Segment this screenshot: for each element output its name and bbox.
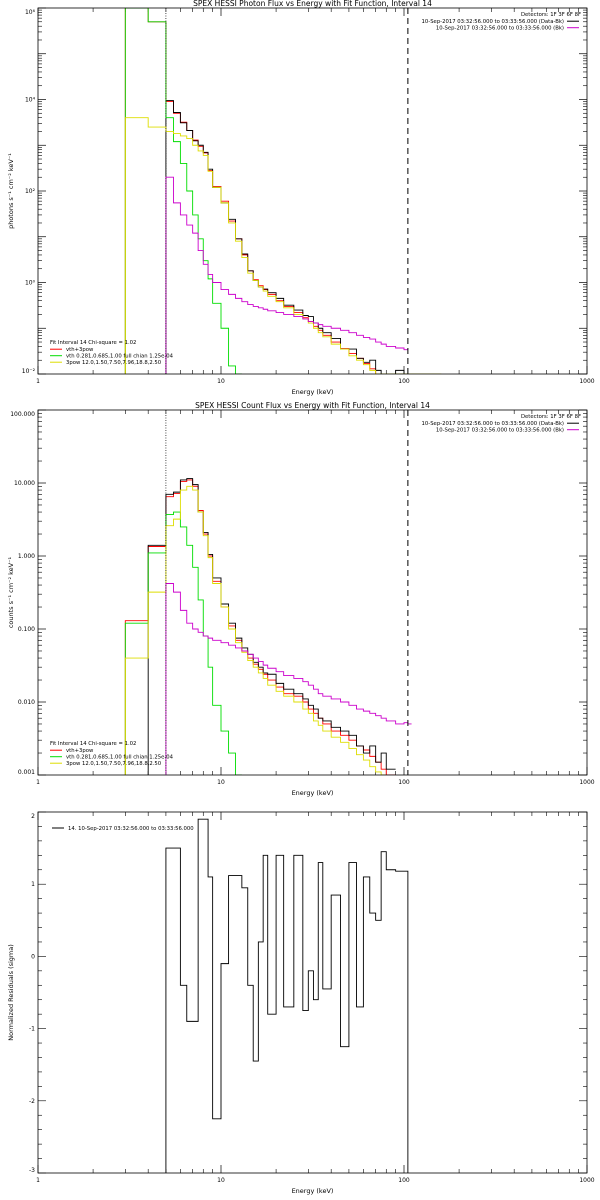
legend-entry: vth+3pow bbox=[66, 347, 94, 353]
plot-series bbox=[124, 478, 412, 775]
x-tick-label: 1 bbox=[36, 779, 40, 786]
x-tick-label: 10 bbox=[217, 1177, 225, 1184]
series-line-bk bbox=[165, 176, 408, 374]
x-tick-label: 1000 bbox=[579, 779, 594, 786]
x-tick-label: 10 bbox=[217, 779, 225, 786]
legend-entry: 3pow 12.0,1.50,7.50,7.96,18.8,2.50 bbox=[66, 761, 162, 767]
legend-entry: 3pow 12.0,1.50,7.50,7.96,18.8,2.50 bbox=[66, 360, 162, 366]
detectors-label: Detectors: 1F 3F 6F 8F bbox=[521, 12, 581, 18]
y-axis-label: photons s⁻¹ cm⁻² keV⁻¹ bbox=[7, 153, 15, 229]
y-axis-label: counts s⁻¹ cm⁻² keV⁻¹ bbox=[7, 556, 15, 628]
legend-entry: 10-Sep-2017 03:32:56.000 to 03:33:56.000… bbox=[422, 19, 564, 25]
series-line-3pow bbox=[124, 485, 387, 775]
y-tick-label: 10.000 bbox=[14, 480, 35, 487]
y-tick-label: -2 bbox=[29, 1098, 35, 1105]
y-tick-label: 0.010 bbox=[18, 699, 35, 706]
plot-frame bbox=[37, 409, 588, 776]
plot-series bbox=[165, 818, 409, 1173]
x-tick-label: 100 bbox=[398, 1177, 410, 1184]
y-tick-label: -1 bbox=[29, 1026, 35, 1033]
y-axis-label: Normalized Residuals (sigma) bbox=[7, 944, 15, 1041]
series-line-bk bbox=[165, 583, 412, 775]
plot-series bbox=[124, 8, 442, 374]
x-tick-label: 1 bbox=[36, 1177, 40, 1184]
x-axis-label: Energy (keV) bbox=[292, 388, 334, 396]
legend-entry: 10-Sep-2017 03:32:56.000 to 03:33:56.000… bbox=[422, 421, 564, 427]
y-tick-label: 10⁰ bbox=[25, 280, 36, 287]
y-tick-label: 10² bbox=[25, 188, 36, 195]
chart-title: SPEX HESSI Photon Flux vs Energy with Fi… bbox=[193, 0, 432, 8]
legend-entry: 10-Sep-2017 03:32:56.000 to 03:33:56.000… bbox=[436, 26, 564, 32]
x-axis-label: Energy (keV) bbox=[292, 789, 334, 797]
y-tick-label: 1 bbox=[31, 881, 35, 888]
y-tick-label: 0.001 bbox=[18, 769, 35, 776]
y-tick-label: 0.100 bbox=[18, 626, 35, 633]
series-line-residuals bbox=[165, 818, 409, 1173]
legend-entry: vth 0.281,0.685,1.00 full chian 1.25e-04 bbox=[66, 354, 174, 360]
x-tick-label: 100 bbox=[398, 779, 410, 786]
legend-entry: vth 0.281,0.685,1.00 full chian 1.25e-04 bbox=[66, 755, 174, 761]
fit-interval-label: Fit Interval 14 Chi-square = 1.02 bbox=[50, 340, 136, 346]
series-line-vth-3pow bbox=[124, 8, 408, 374]
y-tick-label: 100.000 bbox=[10, 411, 35, 418]
series-line-data-bk bbox=[147, 478, 396, 775]
x-tick-label: 1000 bbox=[579, 1177, 594, 1184]
y-tick-label: 1.000 bbox=[18, 553, 35, 560]
x-tick-label: 1 bbox=[36, 378, 40, 385]
plot-frame bbox=[37, 7, 588, 375]
detectors-label: Detectors: 1F 3F 6F 8F bbox=[521, 414, 581, 420]
series-line-data-bk bbox=[165, 100, 408, 374]
y-tick-label: -3 bbox=[29, 1167, 35, 1174]
x-tick-label: 10 bbox=[217, 378, 225, 385]
residuals-panel: 1 10 100 1000 -3 -2 -1 0 1 2 Energy (keV) Normalize… bbox=[7, 811, 595, 1195]
y-tick-label: 10⁻² bbox=[22, 368, 36, 375]
y-tick-label: 10⁴ bbox=[25, 97, 36, 104]
series-line-3pow bbox=[124, 117, 442, 374]
series-line-vth bbox=[124, 8, 242, 374]
y-tick-label: 10⁶ bbox=[25, 9, 36, 16]
legend-entry: 10-Sep-2017 03:32:56.000 to 03:33:56.000… bbox=[436, 428, 564, 434]
count-flux-panel: SPEX HESSI Count Flux vs Energy with Fit… bbox=[7, 401, 595, 797]
legend-entry: 14. 10-Sep-2017 03:32:56.000 to 03:33:56… bbox=[68, 826, 194, 832]
photon-flux-panel: SPEX HESSI Photon Flux vs Energy with Fi… bbox=[7, 0, 595, 396]
y-tick-label: 0 bbox=[31, 953, 35, 960]
fit-interval-label: Fit Interval 14 Chi-square = 1.02 bbox=[50, 741, 136, 747]
y-tick-label: 2 bbox=[31, 813, 35, 820]
legend-entry: vth+3pow bbox=[66, 748, 94, 754]
x-tick-label: 1000 bbox=[579, 378, 594, 385]
x-tick-label: 100 bbox=[398, 378, 410, 385]
x-axis-label: Energy (keV) bbox=[292, 1187, 334, 1195]
plot-frame bbox=[37, 811, 588, 1174]
chart-title: SPEX HESSI Count Flux vs Energy with Fit… bbox=[195, 401, 430, 410]
series-line-vth bbox=[124, 511, 242, 775]
